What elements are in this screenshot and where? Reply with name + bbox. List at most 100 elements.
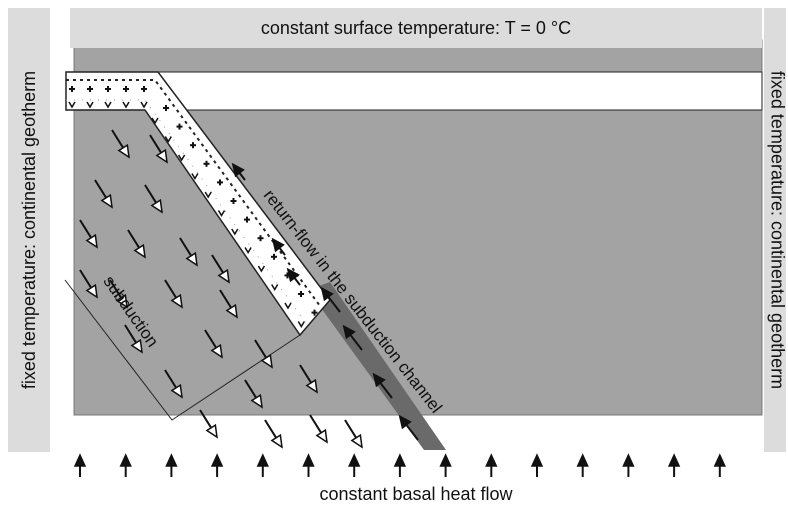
arrow-head — [73, 453, 87, 467]
arrow-head — [85, 233, 98, 249]
arrow-shaft — [309, 414, 322, 434]
vee — [140, 101, 148, 109]
arrow-head — [350, 433, 363, 449]
arrow-head — [165, 453, 178, 467]
arrow-shaft — [124, 324, 137, 344]
arrow-head — [393, 453, 407, 467]
arrow-head — [100, 193, 113, 209]
arrow-shaft — [344, 419, 357, 439]
arrow-head — [205, 423, 218, 439]
arrow-shaft — [79, 219, 92, 239]
arrow-head — [372, 372, 386, 388]
arrow-shaft — [79, 269, 92, 289]
vee — [151, 117, 159, 125]
arrow-head — [348, 453, 361, 467]
arrow-head — [713, 453, 726, 467]
arrow-shaft — [164, 369, 177, 389]
arrow-head — [271, 237, 285, 253]
arrow-head — [622, 453, 635, 467]
arrow-head — [217, 268, 230, 284]
arrow-shaft — [109, 279, 122, 299]
arrow-shaft — [94, 179, 107, 199]
vee — [271, 284, 279, 291]
arrow-shaft — [349, 334, 363, 351]
arrow-shaft — [179, 237, 192, 257]
arrow-shaft — [111, 129, 124, 149]
arrow-shaft — [405, 424, 419, 441]
left-boundary — [8, 8, 50, 452]
arrow-head — [155, 148, 168, 164]
arrow-head — [315, 428, 328, 444]
arrow-head — [115, 293, 128, 309]
right-boundary — [764, 8, 786, 452]
bottom-label: constant basal heat flow — [319, 484, 513, 504]
vee — [104, 101, 112, 109]
arrow-head — [270, 433, 283, 449]
arrow-shaft — [278, 247, 286, 256]
arrow-shaft — [254, 339, 267, 359]
arrow-shaft — [219, 289, 232, 309]
arrow-shaft — [299, 364, 312, 384]
subduction-zone-outline — [64, 279, 301, 421]
subduction-channel — [308, 282, 446, 450]
arrow-head — [439, 453, 452, 467]
arrow-shaft — [244, 379, 257, 399]
arrow-head — [150, 198, 163, 214]
arrow-head — [305, 378, 318, 394]
arrow-shaft — [144, 184, 157, 204]
vee — [204, 191, 212, 199]
arrow-head — [320, 286, 334, 302]
vee — [217, 210, 226, 217]
vee — [257, 265, 266, 273]
arrow-shaft — [264, 419, 277, 439]
arrow-head — [530, 453, 544, 467]
arrows — [68, 86, 726, 477]
slab-layer — [66, 99, 309, 327]
arrow-head — [667, 453, 681, 467]
arrow-shaft — [204, 329, 217, 349]
left-label: fixed temperature: continental geotherm — [19, 71, 39, 389]
slab-sediment-layer — [66, 79, 321, 307]
top-boundary — [70, 8, 762, 48]
vee — [191, 173, 199, 180]
arrow-shaft — [164, 279, 177, 299]
vee — [177, 154, 186, 162]
arrow-head — [485, 453, 498, 467]
arrow-shaft — [327, 296, 341, 313]
vee — [244, 247, 252, 254]
arrow-head — [185, 251, 198, 267]
arrow-head — [119, 453, 132, 467]
arrow-shaft — [127, 229, 140, 249]
arrow-head — [133, 243, 146, 259]
arrow-head — [225, 303, 238, 319]
arrow-head — [342, 324, 356, 340]
vee — [231, 228, 239, 236]
arrow-head — [250, 393, 263, 409]
arrow-head — [210, 453, 224, 467]
arrow-head — [260, 353, 273, 369]
arrow-head — [130, 338, 143, 354]
arrow-head — [231, 162, 245, 178]
vee — [86, 101, 94, 109]
arrow-head — [256, 453, 269, 467]
arrow-shaft — [293, 277, 301, 286]
arrow-head — [302, 453, 315, 467]
arrow-shaft — [149, 134, 162, 154]
arrow-head — [210, 343, 223, 359]
vee — [122, 101, 130, 109]
arrow-shaft — [379, 382, 393, 399]
arrow-head — [170, 383, 183, 399]
right-label: fixed temperature: continental geotherm — [767, 71, 787, 389]
vee — [284, 302, 292, 310]
vee — [297, 321, 305, 328]
arrow-shaft — [211, 254, 224, 274]
arrow-head — [398, 414, 412, 430]
top-label: constant surface temperature: T = 0 °C — [261, 18, 571, 38]
arrow-shaft — [199, 409, 212, 429]
arrow-head — [576, 453, 589, 467]
arrow-shaft — [238, 172, 246, 181]
arrow-head — [117, 143, 130, 159]
vee — [164, 136, 172, 143]
arrow-head — [85, 283, 98, 299]
